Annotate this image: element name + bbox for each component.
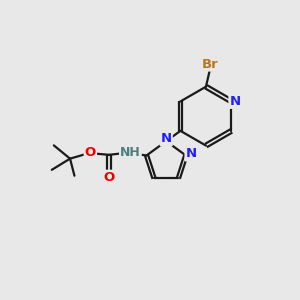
- Text: O: O: [103, 171, 115, 184]
- Text: Br: Br: [202, 58, 219, 70]
- Text: N: N: [160, 132, 172, 145]
- Text: N: N: [230, 95, 241, 108]
- Text: NH: NH: [120, 146, 141, 159]
- Text: N: N: [185, 147, 197, 161]
- Text: O: O: [85, 146, 96, 159]
